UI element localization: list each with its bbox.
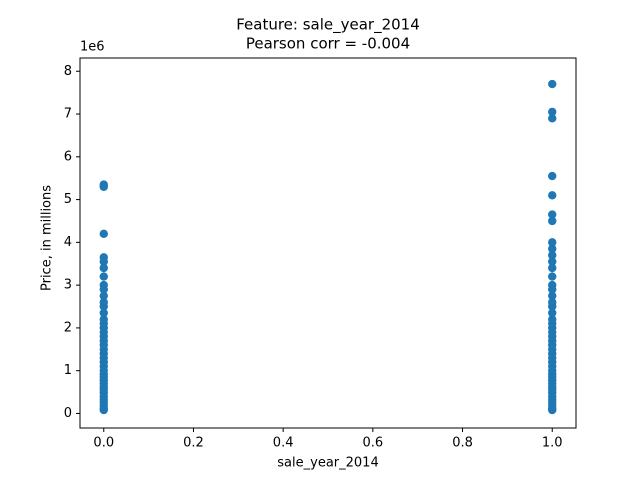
- scatter-point: [99, 180, 108, 189]
- plot-frame: [79, 57, 577, 429]
- scatter-point: [548, 250, 557, 260]
- scatter-point: [99, 308, 108, 318]
- y-tick-label: 8: [64, 64, 72, 79]
- scatter-point: [548, 79, 557, 89]
- scatter-point: [99, 263, 108, 273]
- y-tick-label: 2: [64, 320, 72, 335]
- x-tick-label: 0.4: [273, 436, 294, 451]
- x-axis-label: sale_year_2014: [277, 456, 378, 471]
- scatter-point: [548, 191, 557, 200]
- y-tick-label: 6: [64, 149, 72, 164]
- scatter-point: [99, 315, 108, 324]
- y-offset-label: 1e6: [80, 40, 105, 55]
- y-tick-label: 5: [64, 192, 72, 207]
- scatter-point: [548, 315, 557, 324]
- x-tick-label: 1.0: [542, 436, 563, 451]
- scatter-point: [99, 253, 108, 262]
- chart-subtitle: Pearson corr = -0.004: [246, 35, 410, 53]
- scatter-point: [99, 229, 108, 239]
- chart-title: Feature: sale_year_2014: [236, 16, 420, 35]
- x-tick-label: 0.0: [93, 436, 114, 451]
- x-tick-label: 0.6: [363, 436, 384, 451]
- scatter-point: [548, 257, 557, 266]
- y-tick-label: 4: [64, 235, 72, 250]
- scatter-point: [548, 272, 557, 281]
- scatter-point: [548, 114, 557, 123]
- scatter-point: [99, 298, 108, 307]
- y-tick-label: 3: [64, 278, 72, 293]
- scatter-point: [548, 171, 557, 181]
- scatter-point: [548, 263, 557, 273]
- scatter-point: [548, 298, 557, 307]
- scatter-point: [99, 272, 108, 281]
- scatter-point: [548, 216, 557, 226]
- y-axis-label: Price, in millions: [40, 185, 55, 291]
- y-tick-label: 7: [64, 107, 72, 122]
- scatter-point: [548, 244, 557, 253]
- scatter-point: [99, 291, 108, 301]
- scatter-point: [548, 280, 557, 290]
- scatter-point: [548, 238, 557, 247]
- scatter-point: [548, 107, 557, 117]
- scatter-point: [99, 280, 108, 290]
- y-tick-label: 0: [64, 406, 72, 421]
- scatter-point: [548, 308, 557, 318]
- x-tick-label: 0.2: [183, 436, 204, 451]
- scatter-point: [548, 210, 557, 219]
- y-tick-label: 1: [64, 363, 72, 378]
- x-tick-label: 0.8: [452, 436, 473, 451]
- scatter-point: [548, 291, 557, 301]
